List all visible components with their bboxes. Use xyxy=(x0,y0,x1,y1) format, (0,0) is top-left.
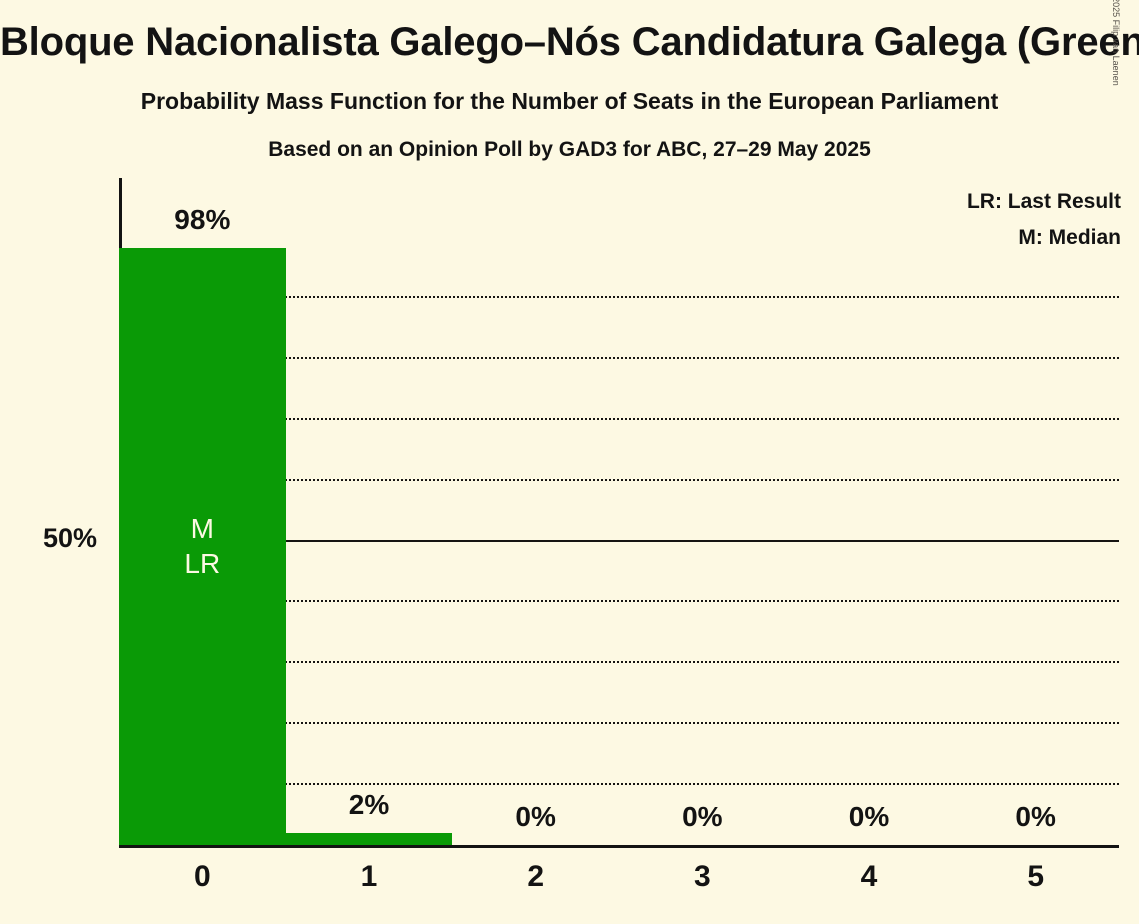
x-axis-line xyxy=(119,845,1119,848)
legend-item-median: M: Median xyxy=(1018,226,1121,249)
gridline-50 xyxy=(285,539,1119,542)
gridline-90 xyxy=(285,295,1119,298)
bar-marker-lr: LR xyxy=(184,547,221,579)
gridline-20 xyxy=(285,722,1119,725)
bar-value-label-0: 98% xyxy=(174,204,231,236)
gridline-70 xyxy=(285,417,1119,420)
x-axis-tick-3: 3 xyxy=(693,860,711,893)
bar-value-label-3: 0% xyxy=(682,801,723,832)
bar-seats-1[interactable] xyxy=(285,832,453,845)
chart-subtitle: Probability Mass Function for the Number… xyxy=(140,88,999,114)
y-axis-tick-50: 50% xyxy=(42,522,97,553)
x-axis-tick-5: 5 xyxy=(1027,860,1044,893)
x-axis-tick-1: 1 xyxy=(360,860,378,893)
gridline-40 xyxy=(285,600,1119,603)
x-axis-tick-4: 4 xyxy=(860,860,878,893)
x-axis-tick-2: 2 xyxy=(527,860,544,893)
chart-source-note: Based on an Opinion Poll by GAD3 for ABC… xyxy=(268,138,871,161)
copyright-notice: © 2025 Filip van Laenen xyxy=(1111,0,1121,86)
bar-value-label-2: 0% xyxy=(515,801,556,832)
gridline-60 xyxy=(285,478,1119,481)
gridline-10 xyxy=(285,783,1119,786)
bar-value-label-4: 0% xyxy=(848,801,890,832)
legend-item-last-result: LR: Last Result xyxy=(966,190,1121,213)
bar-marker-m: M xyxy=(190,512,214,544)
chart-legend: LR: Last Result M: Median xyxy=(967,184,1121,256)
bar-seats-0[interactable] xyxy=(119,248,286,845)
gridline-80 xyxy=(285,356,1119,359)
plot-area: 98% M LR 2% 0% 0% 0% 0% xyxy=(119,178,1119,848)
bar-markers-0: M LR xyxy=(119,511,286,581)
bar-value-label-1: 2% xyxy=(348,788,390,820)
bar-value-label-5: 0% xyxy=(1015,801,1056,832)
page-title: Bloque Nacionalista Galego–Nós Candidatu… xyxy=(0,20,1139,64)
x-axis-tick-0: 0 xyxy=(193,860,211,893)
gridline-30 xyxy=(285,661,1119,664)
